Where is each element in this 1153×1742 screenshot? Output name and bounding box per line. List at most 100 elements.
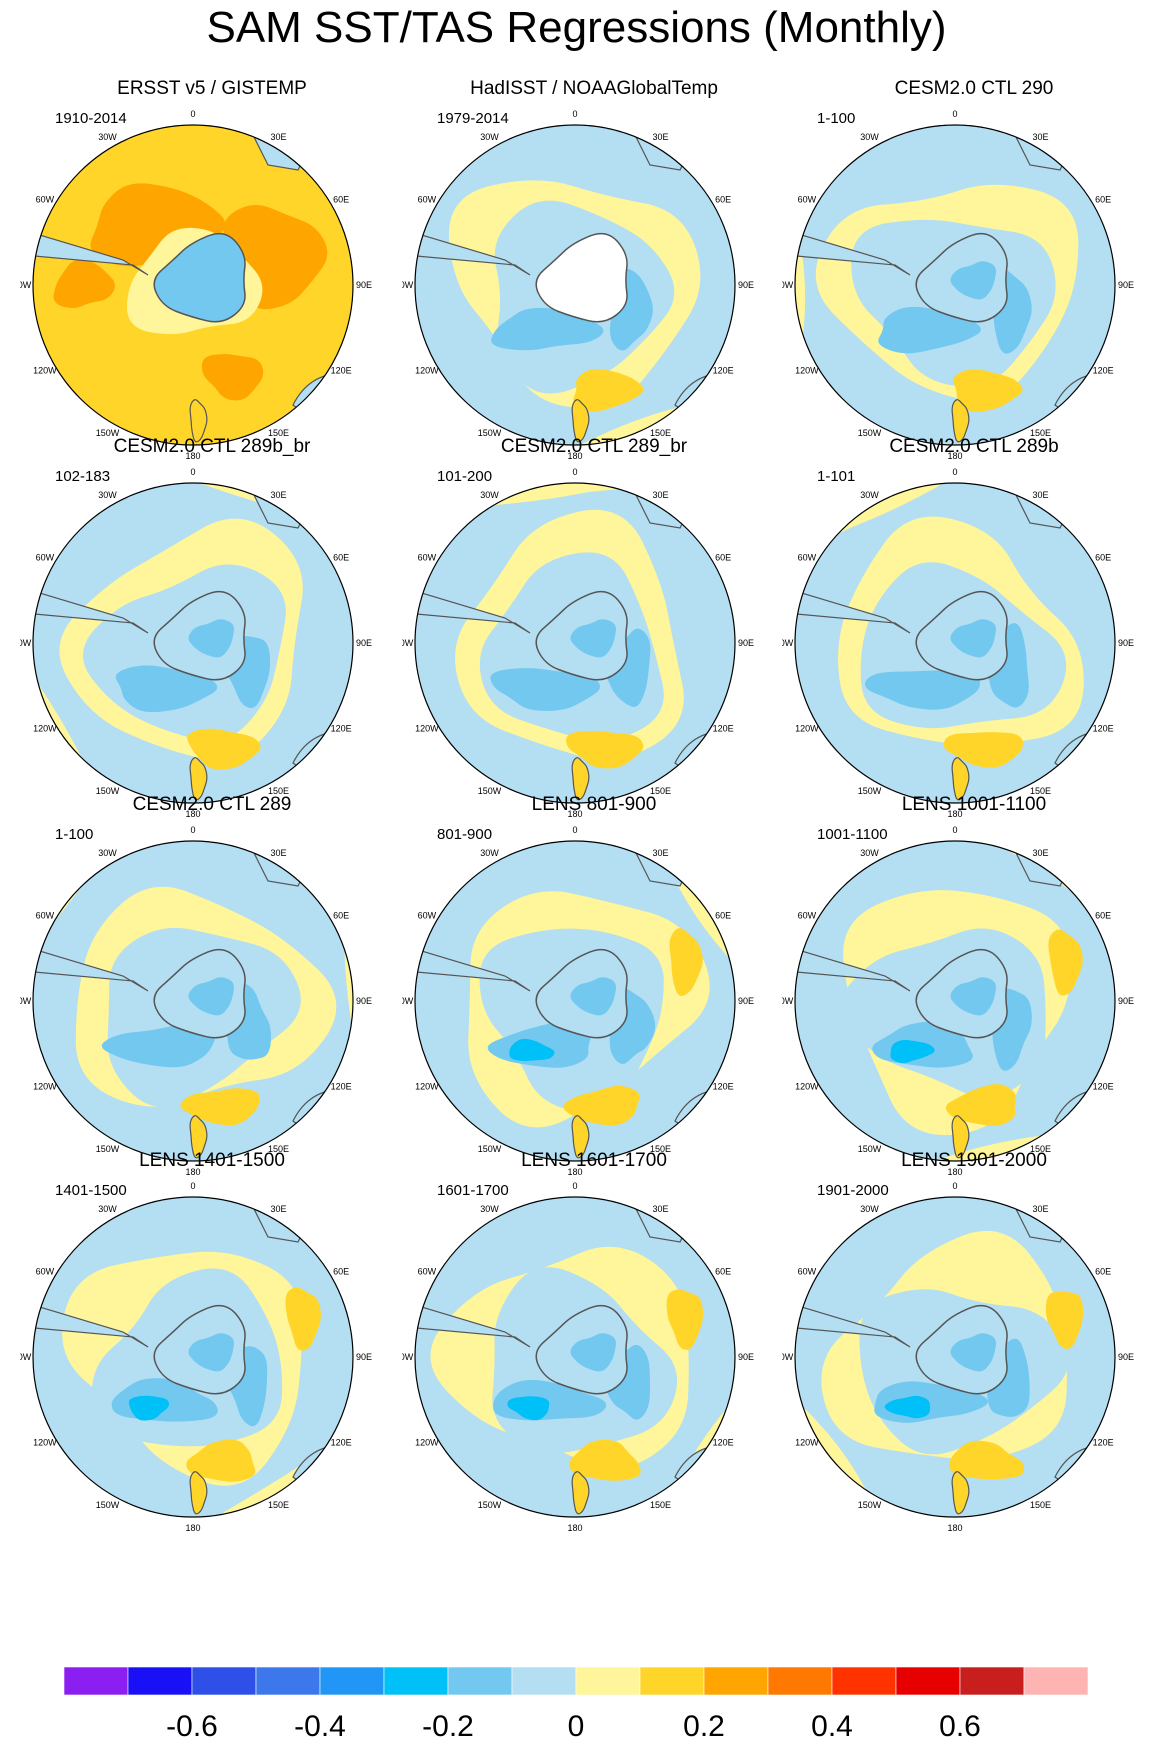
panel-period: 1901-2000 [817,1182,889,1199]
longitude-label: 60W [798,911,817,921]
colorbar-swatch [383,1666,449,1696]
anomaly-region [115,665,218,713]
anomaly-region [570,1333,616,1372]
longitude-label: 150W [858,1500,882,1510]
longitude-label: 90W [402,280,414,290]
longitude-label: 150W [478,1500,502,1510]
longitude-label: 90E [356,280,372,290]
longitude-label: 90E [738,1352,754,1362]
south-america-outline [33,945,149,992]
map-panel: LENS 1901-2000 1901-2000 0 30E 60E 90E 120E 150… [782,1150,1153,1544]
longitude-label: 60E [1095,1267,1111,1277]
longitude-label: 0 [952,1181,957,1191]
anomaly-region [415,1197,735,1517]
longitude-label: 90E [738,638,754,648]
panel-title: CESM2.0 CTL 289b [889,436,1059,457]
map-panel: LENS 1401-1500 1401-1500 0 30E 60E 90E 120E 150… [20,1150,404,1544]
longitude-label: 60W [418,195,437,205]
longitude-label: 180 [947,451,962,461]
polar-map: 0 30E 60E 90E 120E 150E 180 150W 120W 90W 60W 30W [402,109,754,461]
colorbar-tick-label: -0.2 [422,1710,474,1742]
longitude-label: 60W [418,911,437,921]
longitude-label: 150E [1030,786,1051,796]
longitude-label: 30W [98,1204,117,1214]
longitude-label: 90E [356,1352,372,1362]
anomaly-region [187,728,261,770]
longitude-label: 150E [650,1500,671,1510]
panel-period: 1979-2014 [437,110,509,127]
longitude-label: 30W [98,132,117,142]
south-america-outline [33,229,149,276]
longitude-label: 60E [333,195,349,205]
longitude-label: 120W [33,366,57,376]
map-border [32,482,354,804]
panel-title: CESM2.0 CTL 289_br [500,436,688,457]
colorbar-swatch [959,1666,1025,1696]
anomaly-region [570,977,616,1016]
longitude-label: 90W [402,996,414,1006]
map-border [414,840,736,1162]
south-america-outline [415,1301,531,1348]
longitude-label: 30E [270,490,286,500]
longitude-label: 60W [418,1267,437,1277]
anomaly-region [490,668,601,711]
longitude-label: 30E [270,1204,286,1214]
anomaly-region [573,368,644,412]
new-zealand-outline [571,757,590,801]
new-zealand-outline [571,1115,590,1159]
map-border [32,124,354,446]
longitude-label: 90E [738,280,754,290]
polar-map: 0 30E 60E 90E 120E 150E 180 150W 120W 90W 60W 30W [20,467,372,819]
longitude-label: 90E [356,996,372,1006]
longitude-label: 60E [333,911,349,921]
colorbar-tick-label: 0.2 [683,1710,725,1742]
longitude-label: 0 [572,1181,577,1191]
polar-map: 0 30E 60E 90E 120E 150E 180 150W 120W 90W 60W 30W [20,1181,372,1533]
panel-title: LENS 1901-2000 [901,1150,1047,1171]
longitude-label: 30W [860,1204,879,1214]
south-america-outline [415,587,531,634]
longitude-label: 0 [190,467,195,477]
colorbar-tick-label: 0.6 [939,1710,981,1742]
longitude-label: 120W [795,366,819,376]
longitude-label: 60W [418,553,437,563]
longitude-label: 90W [402,638,414,648]
longitude-label: 150W [478,428,502,438]
longitude-label: 60E [333,1267,349,1277]
panel-title: ERSST v5 / GISTEMP [117,78,307,99]
longitude-label: 60E [333,553,349,563]
polar-map: 0 30E 60E 90E 120E 150E 180 150W 120W 90W 60W 30W [402,1181,754,1533]
anomaly-region [1045,1291,1084,1350]
colorbar-swatch [831,1666,897,1696]
longitude-label: 0 [190,1181,195,1191]
map-border [794,1196,1116,1518]
anomaly-region [188,977,234,1016]
longitude-label: 90E [1118,1352,1134,1362]
longitude-label: 0 [952,109,957,119]
longitude-label: 150W [858,786,882,796]
anomaly-region [53,259,115,309]
panel-period: 1910-2014 [55,110,127,127]
anomaly-region [943,732,1024,768]
longitude-label: 60E [1095,911,1111,921]
anomaly-region [795,483,1115,803]
longitude-label: 90E [356,638,372,648]
anomaly-region [878,306,981,354]
new-zealand-outline [571,1471,590,1515]
longitude-label: 90W [782,996,794,1006]
longitude-label: 30W [480,1204,499,1214]
anomaly-region [186,1439,256,1482]
anomaly-region [33,841,353,1161]
panel-title: LENS 1601-1700 [521,1150,667,1171]
panel-title: LENS 1001-1100 [901,794,1047,815]
polar-map: 0 30E 60E 90E 120E 150E 180 150W 120W 90W 60W 30W [20,825,372,1177]
colorbar-tick-label: -0.6 [166,1710,218,1742]
panel-period: 1-100 [817,110,856,127]
longitude-label: 60W [36,195,55,205]
longitude-label: 120W [415,366,439,376]
anomaly-region [188,619,234,658]
antarctica-outline [535,232,628,323]
map-panel: CESM2.0 CTL 289_br 101-200 0 30E 60E 90E 120E 1… [402,436,786,830]
longitude-label: 90E [1118,280,1134,290]
longitude-label: 60E [715,1267,731,1277]
